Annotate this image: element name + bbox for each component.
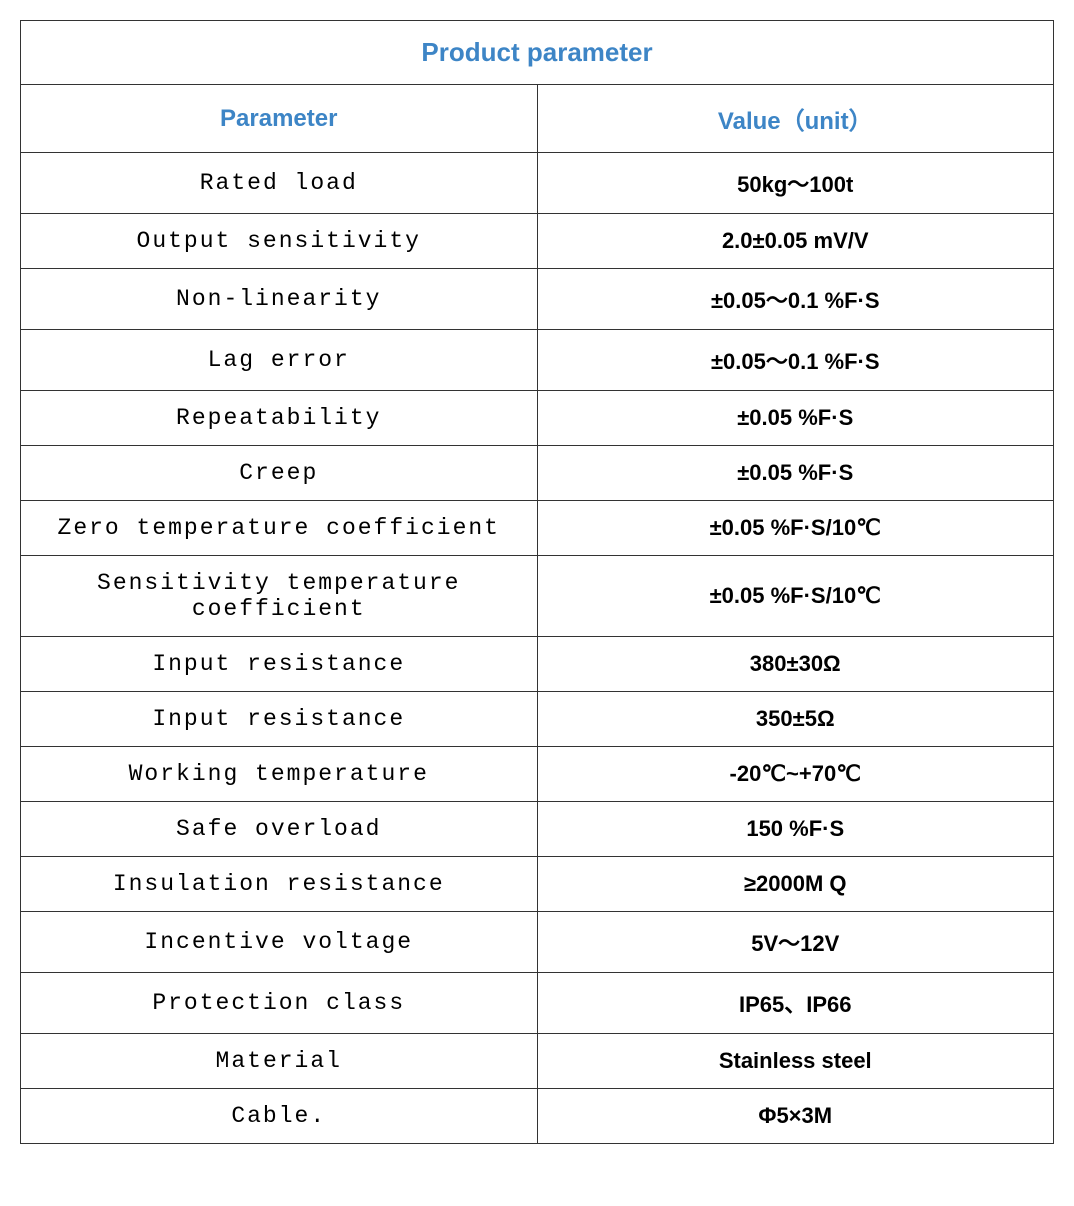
parameter-cell: Output sensitivity	[21, 214, 538, 269]
value-cell: ±0.05～0.1 %F·S	[537, 269, 1054, 330]
table-row: Rated load50kg～100t	[21, 153, 1054, 214]
parameter-cell: Input resistance	[21, 637, 538, 692]
table-row: Input resistance380±30Ω	[21, 637, 1054, 692]
table-row: Lag error±0.05～0.1 %F·S	[21, 330, 1054, 391]
table-row: Cable.Φ5×3M	[21, 1089, 1054, 1144]
parameter-cell: Insulation resistance	[21, 857, 538, 912]
title-row: Product parameter	[21, 21, 1054, 85]
parameter-cell: Incentive voltage	[21, 912, 538, 973]
header-parameter: Parameter	[21, 85, 538, 153]
value-cell: ±0.05 %F·S/10℃	[537, 556, 1054, 637]
parameter-cell: Safe overload	[21, 802, 538, 857]
table-row: Non-linearity±0.05～0.1 %F·S	[21, 269, 1054, 330]
value-cell: ±0.05 %F·S	[537, 446, 1054, 501]
table-row: Protection classIP65、IP66	[21, 973, 1054, 1034]
header-row: Parameter Value（unit）	[21, 85, 1054, 153]
table-title: Product parameter	[21, 21, 1054, 85]
value-cell: Stainless steel	[537, 1034, 1054, 1089]
parameter-cell: Zero temperature coefficient	[21, 501, 538, 556]
value-cell: 2.0±0.05 mV/V	[537, 214, 1054, 269]
value-cell: ≥2000M Q	[537, 857, 1054, 912]
value-cell: Φ5×3M	[537, 1089, 1054, 1144]
table-row: Zero temperature coefficient±0.05 %F·S/1…	[21, 501, 1054, 556]
parameter-cell: Material	[21, 1034, 538, 1089]
value-cell: ±0.05 %F·S	[537, 391, 1054, 446]
table-row: MaterialStainless steel	[21, 1034, 1054, 1089]
value-cell: 150 %F·S	[537, 802, 1054, 857]
product-parameter-table: Product parameter Parameter Value（unit） …	[20, 20, 1054, 1144]
value-cell: 50kg～100t	[537, 153, 1054, 214]
value-cell: 5V～12V	[537, 912, 1054, 973]
parameter-cell: Sensitivity temperature coefficient	[21, 556, 538, 637]
value-cell: ±0.05 %F·S/10℃	[537, 501, 1054, 556]
table-row: Incentive voltage5V～12V	[21, 912, 1054, 973]
parameter-cell: Repeatability	[21, 391, 538, 446]
parameter-cell: Lag error	[21, 330, 538, 391]
parameter-cell: Cable.	[21, 1089, 538, 1144]
value-cell: 380±30Ω	[537, 637, 1054, 692]
parameter-cell: Creep	[21, 446, 538, 501]
value-cell: 350±5Ω	[537, 692, 1054, 747]
table-row: Creep±0.05 %F·S	[21, 446, 1054, 501]
parameter-cell: Rated load	[21, 153, 538, 214]
table-row: Safe overload150 %F·S	[21, 802, 1054, 857]
parameter-cell: Protection class	[21, 973, 538, 1034]
parameter-cell: Input resistance	[21, 692, 538, 747]
table-row: Output sensitivity2.0±0.05 mV/V	[21, 214, 1054, 269]
value-cell: IP65、IP66	[537, 973, 1054, 1034]
header-value: Value（unit）	[537, 85, 1054, 153]
parameter-cell: Non-linearity	[21, 269, 538, 330]
value-cell: -20℃~+70℃	[537, 747, 1054, 802]
table-row: Input resistance350±5Ω	[21, 692, 1054, 747]
value-cell: ±0.05～0.1 %F·S	[537, 330, 1054, 391]
table-row: Sensitivity temperature coefficient±0.05…	[21, 556, 1054, 637]
table-row: Repeatability±0.05 %F·S	[21, 391, 1054, 446]
table-row: Working temperature-20℃~+70℃	[21, 747, 1054, 802]
parameter-cell: Working temperature	[21, 747, 538, 802]
table-row: Insulation resistance≥2000M Q	[21, 857, 1054, 912]
